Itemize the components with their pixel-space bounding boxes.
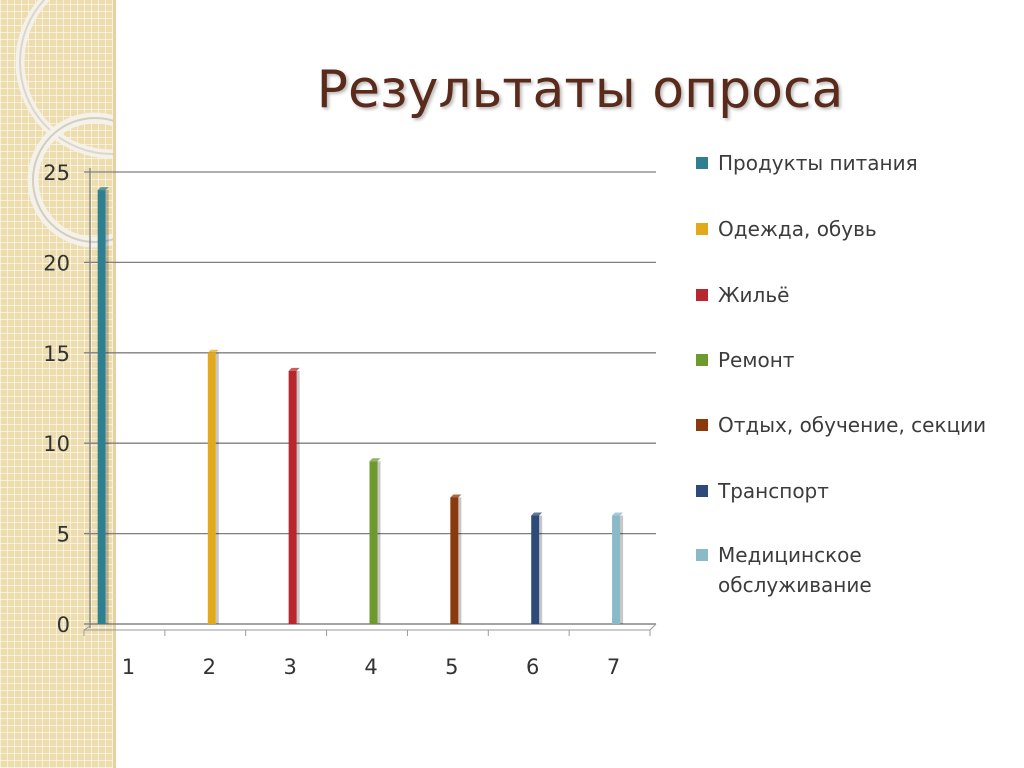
bar-side	[377, 461, 381, 624]
bar-top	[450, 494, 462, 498]
legend-item: Медицинское обслуживание	[696, 540, 1008, 600]
legend-swatch	[696, 289, 708, 301]
legend-swatch	[696, 419, 708, 431]
legend-label: Жильё	[718, 283, 790, 307]
x-tick-label: 7	[607, 655, 620, 679]
legend-swatch	[696, 485, 708, 497]
bar-top	[531, 512, 543, 516]
bar	[207, 352, 216, 624]
bar-side	[105, 190, 109, 624]
legend-label: Медицинское обслуживание	[718, 543, 872, 597]
legend-swatch	[696, 354, 708, 366]
x-tick-label: 5	[445, 655, 458, 679]
bar	[612, 515, 621, 624]
slide-title: Результаты опроса	[316, 60, 844, 120]
bar	[97, 190, 106, 624]
legend-item: Ремонт	[696, 345, 1008, 375]
x-tick-label: 6	[526, 655, 539, 679]
legend-swatch	[696, 157, 708, 169]
bar-top	[97, 187, 109, 191]
y-tick-label: 10	[43, 432, 70, 456]
legend-item: Жильё	[696, 280, 1008, 310]
legend-swatch	[696, 549, 708, 561]
bar-top	[612, 512, 624, 516]
bar	[531, 515, 540, 624]
y-tick-label: 0	[57, 613, 70, 637]
x-tick-label: 3	[283, 655, 296, 679]
y-tick-label: 15	[43, 342, 70, 366]
legend-item: Транспорт	[696, 476, 1008, 506]
x-tick-label: 4	[364, 655, 377, 679]
bar-top	[369, 458, 381, 462]
x-tick-label: 2	[203, 655, 216, 679]
bar	[369, 461, 378, 624]
bar-side	[215, 352, 219, 624]
bar	[450, 497, 459, 624]
y-tick-label: 25	[43, 161, 70, 185]
legend-label: Продукты питания	[718, 151, 918, 175]
legend-item: Отдых, обучение, секции	[696, 410, 1008, 440]
bar-side	[539, 515, 543, 624]
y-tick-label: 5	[57, 523, 70, 547]
x-tick-label: 1	[122, 655, 135, 679]
x-axis-edge	[649, 623, 657, 631]
side-strip-edge	[113, 0, 116, 768]
bar-top	[207, 349, 219, 353]
y-tick-label: 20	[43, 251, 70, 275]
decorative-rings	[15, 0, 116, 248]
legend-label: Ремонт	[718, 348, 795, 372]
x-axis-edge	[83, 625, 91, 631]
legend-label: Отдых, обучение, секции	[718, 413, 987, 437]
bar	[288, 370, 297, 624]
legend-label: Одежда, обувь	[718, 217, 877, 241]
bar-top	[288, 367, 300, 371]
bar-side	[620, 515, 624, 624]
bar-side	[296, 370, 300, 624]
legend-item: Продукты питания	[696, 148, 1008, 178]
bar-side	[458, 497, 462, 624]
legend-item: Одежда, обувь	[696, 214, 1008, 244]
legend-swatch	[696, 223, 708, 235]
legend-label: Транспорт	[718, 479, 829, 503]
decorative-side-strip	[0, 0, 116, 768]
